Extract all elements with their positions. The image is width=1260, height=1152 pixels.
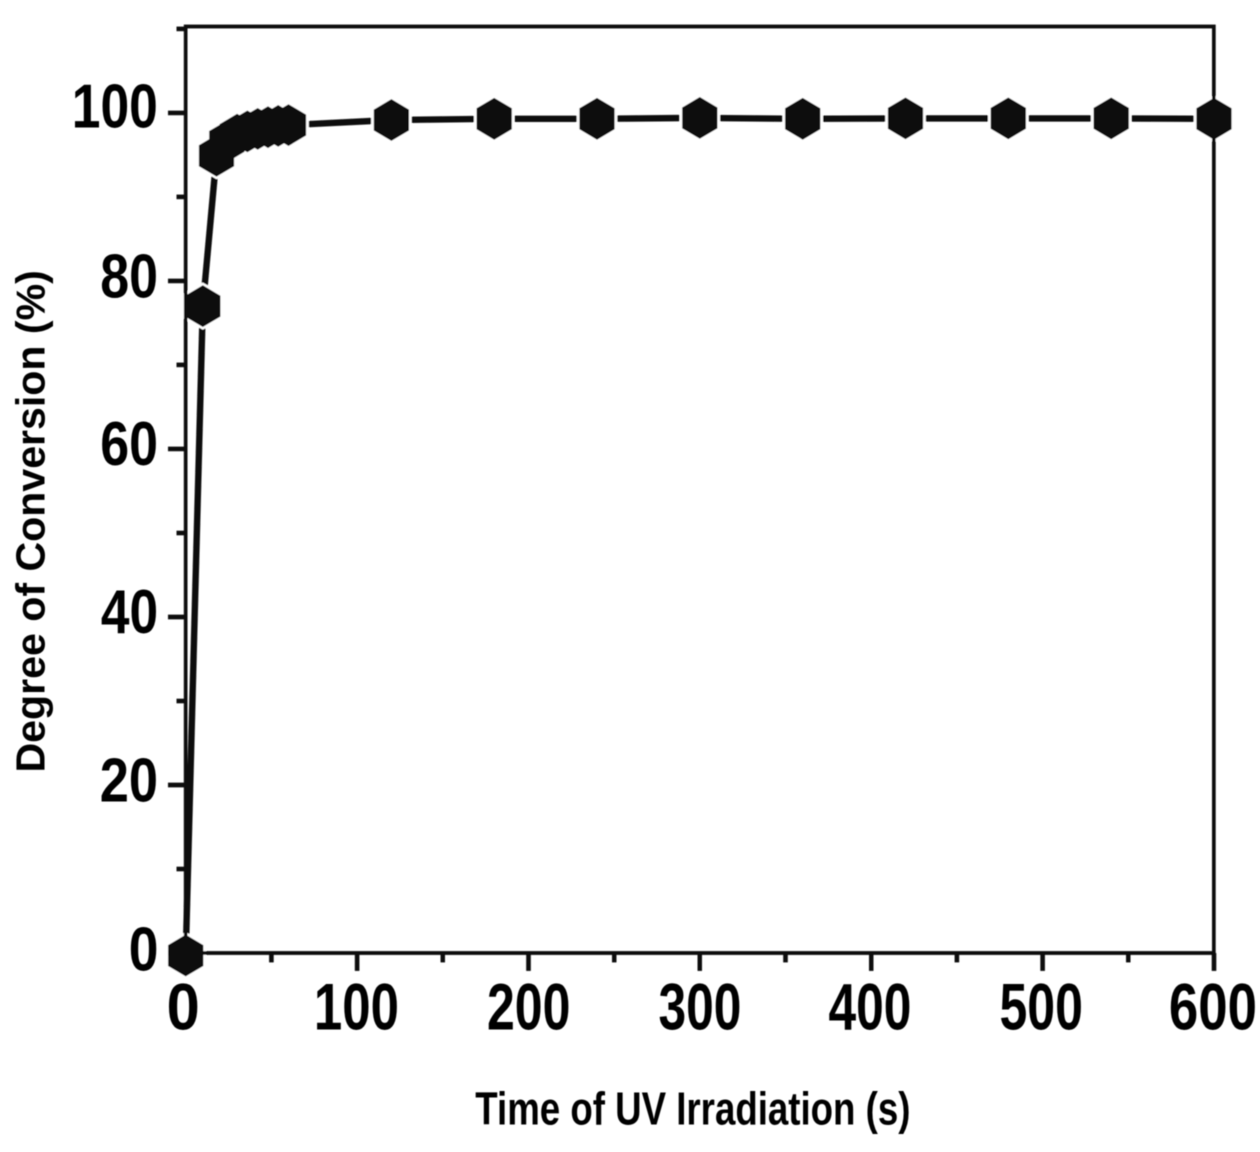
svg-text:Time of UV Irradiation (s): Time of UV Irradiation (s) <box>475 1082 910 1134</box>
svg-text:600: 600 <box>1169 970 1257 1044</box>
svg-text:200: 200 <box>487 971 570 1044</box>
svg-text:100: 100 <box>72 72 158 142</box>
svg-text:500: 500 <box>1000 971 1083 1044</box>
svg-text:40: 40 <box>101 578 158 648</box>
svg-text:20: 20 <box>100 746 158 815</box>
svg-text:400: 400 <box>829 971 912 1044</box>
svg-text:0: 0 <box>167 971 200 1044</box>
svg-text:300: 300 <box>659 971 742 1044</box>
svg-text:100: 100 <box>314 972 399 1045</box>
svg-text:60: 60 <box>100 410 158 479</box>
svg-text:Degree of Conversion (%): Degree of Conversion (%) <box>7 270 53 772</box>
svg-text:80: 80 <box>100 242 158 311</box>
svg-text:0: 0 <box>129 916 159 985</box>
